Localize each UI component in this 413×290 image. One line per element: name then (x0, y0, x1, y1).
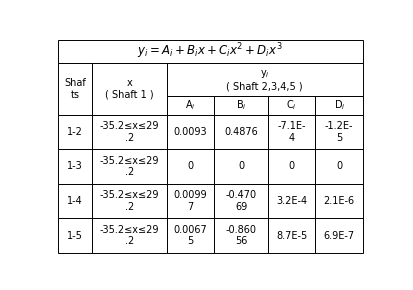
Bar (214, 218, 267, 253)
Bar (214, 184, 267, 218)
Text: 0.0099
7: 0.0099 7 (173, 190, 206, 212)
Text: -35.2≤x≤29
.2: -35.2≤x≤29 .2 (100, 156, 159, 177)
Text: x
( Shaft 1 ): x ( Shaft 1 ) (105, 78, 153, 100)
Text: 1-4: 1-4 (67, 196, 83, 206)
Bar (315, 184, 362, 218)
Text: 1-2: 1-2 (67, 127, 83, 137)
Bar (57, 115, 92, 149)
Bar (166, 149, 214, 184)
Text: -35.2≤x≤29
.2: -35.2≤x≤29 .2 (100, 225, 159, 246)
Text: -0.860
56: -0.860 56 (225, 225, 256, 246)
Bar (315, 218, 362, 253)
Text: 0: 0 (237, 162, 244, 171)
Bar (166, 115, 214, 149)
Bar (166, 63, 362, 96)
Text: Shaf
ts: Shaf ts (64, 78, 85, 100)
Text: C$_i$: C$_i$ (286, 99, 297, 112)
Bar (214, 115, 267, 149)
Text: -1.2E-
5: -1.2E- 5 (324, 121, 353, 143)
Text: 0.0067
5: 0.0067 5 (173, 225, 207, 246)
Text: 0: 0 (335, 162, 342, 171)
Bar (315, 115, 362, 149)
Text: B$_i$: B$_i$ (235, 99, 246, 112)
Text: 0.0093: 0.0093 (173, 127, 206, 137)
Text: -35.2≤x≤29
.2: -35.2≤x≤29 .2 (100, 121, 159, 143)
Bar (57, 149, 92, 184)
Bar (214, 149, 267, 184)
Text: -7.1E-
4: -7.1E- 4 (277, 121, 305, 143)
Bar (92, 115, 166, 149)
Bar (57, 63, 92, 115)
Text: 0: 0 (187, 162, 193, 171)
Bar (267, 96, 315, 115)
Text: 3.2E-4: 3.2E-4 (275, 196, 306, 206)
Text: D$_i$: D$_i$ (333, 99, 344, 112)
Bar (57, 184, 92, 218)
Bar (57, 218, 92, 253)
Bar (267, 149, 315, 184)
Bar (92, 184, 166, 218)
Bar (267, 115, 315, 149)
Text: 0.4876: 0.4876 (223, 127, 257, 137)
Bar (267, 218, 315, 253)
Text: y$_i$
( Shaft 2,3,4,5 ): y$_i$ ( Shaft 2,3,4,5 ) (226, 68, 302, 91)
Bar (166, 96, 214, 115)
Text: 8.7E-5: 8.7E-5 (275, 231, 306, 241)
Bar (57, 40, 362, 63)
Text: 2.1E-6: 2.1E-6 (323, 196, 354, 206)
Bar (92, 149, 166, 184)
Bar (92, 218, 166, 253)
Bar (267, 184, 315, 218)
Text: A$_i$: A$_i$ (185, 99, 195, 112)
Text: 1-5: 1-5 (67, 231, 83, 241)
Bar (315, 96, 362, 115)
Bar (166, 218, 214, 253)
Bar (166, 184, 214, 218)
Bar (92, 63, 166, 115)
Text: -0.470
69: -0.470 69 (225, 190, 256, 212)
Bar (214, 96, 267, 115)
Text: -35.2≤x≤29
.2: -35.2≤x≤29 .2 (100, 190, 159, 212)
Bar (315, 149, 362, 184)
Text: 6.9E-7: 6.9E-7 (323, 231, 354, 241)
Text: $y_i = A_i + B_ix + C_ix^2 + D_ix^3$: $y_i = A_i + B_ix + C_ix^2 + D_ix^3$ (137, 42, 282, 61)
Text: 0: 0 (288, 162, 294, 171)
Text: 1-3: 1-3 (67, 162, 83, 171)
